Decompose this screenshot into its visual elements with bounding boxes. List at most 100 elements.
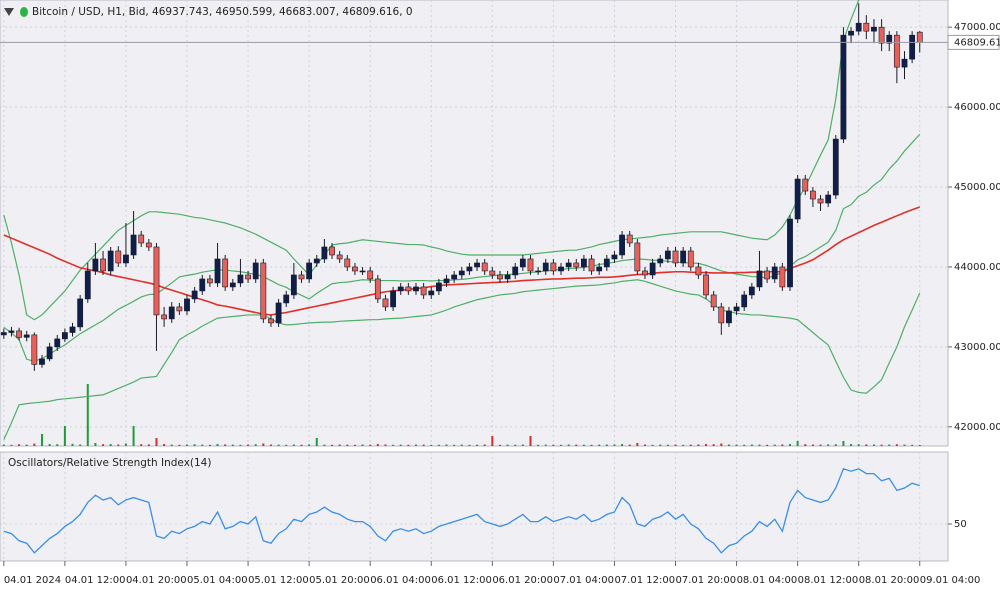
volume-bar <box>254 444 257 446</box>
candle-body <box>451 274 458 280</box>
volume-bar <box>353 444 356 446</box>
x-tick-label: 06.01 04:00 <box>370 575 431 586</box>
x-tick-label: 04.01 12:00 <box>65 575 126 586</box>
candle-body <box>909 34 916 60</box>
volume-bar <box>56 444 59 446</box>
x-tick-label: 06.01 20:00 <box>492 575 553 586</box>
volume-bar <box>911 444 914 446</box>
volume-bar <box>124 443 127 446</box>
volume-bar <box>422 444 425 446</box>
volume-bar <box>140 444 143 446</box>
volume-bar <box>285 444 288 446</box>
candle-body <box>794 178 801 220</box>
y-tick-label: 46000.000 <box>954 102 1000 113</box>
candle-body <box>886 34 893 44</box>
candle-body <box>214 258 221 284</box>
candle-body <box>420 286 427 296</box>
volume-bar <box>582 444 585 446</box>
collapse-icon[interactable] <box>4 8 14 16</box>
volume-bar <box>628 444 631 446</box>
x-tick-label: 05.01 20:00 <box>309 575 370 586</box>
volume-bar <box>888 444 891 446</box>
axes: 04.01 2024 04.01 12:00 04.01 20:00 05.01 04… <box>3 22 1000 586</box>
volume-bar <box>674 444 677 446</box>
candle-body <box>184 298 190 312</box>
rsi-pane <box>0 451 949 562</box>
volume-bar <box>605 444 608 446</box>
volume-bar <box>224 444 227 446</box>
y-tick-label: 42000.000 <box>954 422 1000 433</box>
candle-body <box>92 258 99 272</box>
volume-bar <box>40 434 43 446</box>
x-tick-label: 09.01 04:00 <box>920 575 981 586</box>
volume-bar <box>193 444 196 446</box>
candle-body <box>100 258 106 272</box>
candle-body <box>817 198 824 204</box>
chart-title: Bitcoin / USD, H1, Bid, 46937.743, 46950… <box>32 6 413 18</box>
volume-bar <box>598 444 601 446</box>
candle-body <box>39 358 45 365</box>
candle-body <box>245 274 251 280</box>
volume-bar <box>682 444 685 446</box>
candle-body <box>649 262 656 276</box>
candle-body <box>626 234 633 244</box>
candle-body <box>374 278 381 300</box>
candle-body <box>84 270 91 300</box>
volume-bar <box>361 444 364 446</box>
candle-body <box>718 306 725 324</box>
volume-bar <box>552 444 555 446</box>
candle-body <box>77 298 84 328</box>
x-tick-label: 05.01 04:00 <box>187 575 248 586</box>
candle-body <box>390 290 396 308</box>
candle-body <box>260 262 267 320</box>
volume-bar <box>407 444 410 446</box>
candle-body <box>527 258 534 272</box>
volume-bar <box>506 444 509 446</box>
candle-body <box>741 294 748 308</box>
candle-body <box>344 258 351 268</box>
volume-bar <box>865 444 868 446</box>
candle-body <box>252 262 259 280</box>
candle-body <box>123 254 129 264</box>
volume-bar <box>445 444 448 446</box>
x-tick-label: 07.01 04:00 <box>553 575 614 586</box>
candle-body <box>710 294 717 308</box>
volume-bar <box>758 444 761 446</box>
candle-body <box>466 266 473 272</box>
candle-body <box>130 234 137 256</box>
candle-body <box>275 302 282 324</box>
volume-bar <box>750 444 753 446</box>
candle-body <box>581 258 587 268</box>
x-tick-label: 04.01 2024 <box>4 575 61 586</box>
volume-bar <box>872 444 875 446</box>
candle-body <box>573 262 580 268</box>
candle-body <box>61 332 68 340</box>
candle-body <box>31 334 38 365</box>
volume-bar <box>804 444 807 446</box>
y-tick-label: 45000.000 <box>954 182 1000 193</box>
volume-bar <box>460 444 463 446</box>
volume-bar <box>33 443 36 446</box>
volume-bar <box>857 444 860 446</box>
candle-body <box>367 270 374 280</box>
candle-body <box>848 30 854 36</box>
volume-bar <box>262 443 265 446</box>
volume-bar <box>132 426 135 446</box>
candle-body <box>176 306 183 312</box>
candle-body <box>46 346 53 360</box>
volume-bar <box>796 441 799 446</box>
volume-bar <box>827 444 830 446</box>
candle-body <box>687 250 694 268</box>
candle-body <box>680 250 687 264</box>
candle-body <box>298 274 305 280</box>
volume-bar <box>178 444 181 446</box>
volume-bar <box>544 444 547 446</box>
volume-bar <box>643 444 646 446</box>
candle-body <box>145 242 152 248</box>
candle-body <box>229 282 236 288</box>
volume-bar <box>636 443 639 446</box>
candle-body <box>168 306 175 320</box>
volume-bar <box>102 444 105 446</box>
volume-bar <box>376 444 379 446</box>
volume-bar <box>537 444 540 446</box>
